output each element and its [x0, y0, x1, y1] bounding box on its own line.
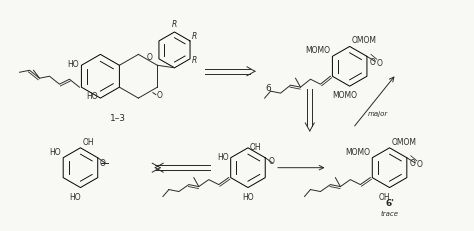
Text: O: O [377, 59, 383, 67]
Text: major: major [368, 110, 388, 116]
Text: HO: HO [217, 153, 228, 161]
Text: O: O [370, 58, 376, 67]
Text: O: O [147, 53, 153, 62]
Text: HO: HO [242, 192, 254, 201]
Text: MOMO: MOMO [305, 46, 330, 55]
Text: OMOM: OMOM [392, 137, 417, 146]
Text: OH: OH [82, 137, 94, 146]
Text: MOMO: MOMO [332, 91, 357, 100]
Text: MOMO: MOMO [345, 147, 370, 156]
Text: HO: HO [86, 92, 98, 101]
Text: R: R [192, 56, 197, 65]
Text: O: O [268, 157, 274, 165]
Text: O: O [417, 160, 423, 168]
Text: trace: trace [381, 210, 399, 216]
Text: 6': 6' [385, 198, 394, 207]
Text: O: O [157, 91, 163, 100]
Text: HO: HO [50, 147, 61, 156]
Text: OH: OH [250, 143, 262, 152]
Text: OMOM: OMOM [352, 36, 377, 45]
Text: R: R [172, 20, 177, 29]
Text: HO: HO [70, 192, 81, 201]
Text: OH: OH [379, 192, 391, 201]
Text: 1–3: 1–3 [110, 113, 127, 122]
Text: O: O [100, 158, 106, 167]
Text: R: R [192, 32, 197, 41]
Text: O: O [410, 158, 416, 167]
Text: 6: 6 [265, 84, 271, 93]
Text: HO: HO [67, 60, 78, 69]
